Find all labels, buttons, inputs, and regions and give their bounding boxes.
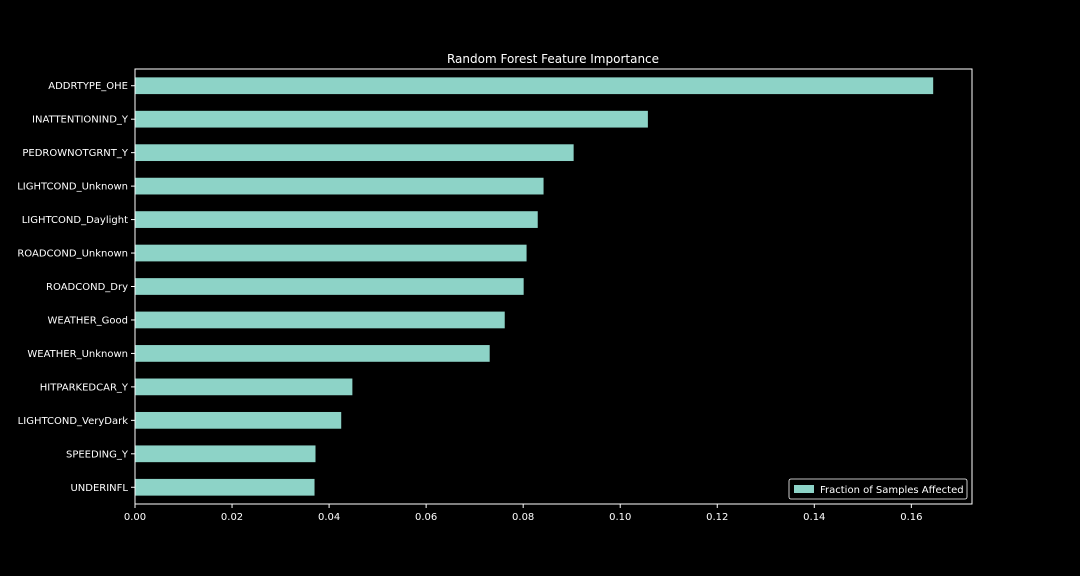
bar-roadcond-unknown — [135, 244, 527, 262]
x-tick-label: 0.06 — [415, 512, 437, 523]
y-tick-label: PEDROWNOTGRNT_Y — [22, 148, 129, 159]
x-tick-label: 0.14 — [803, 512, 825, 523]
x-tick-label: 0.00 — [124, 512, 146, 523]
bar-lightcond-unknown — [135, 177, 544, 195]
bar-weather-good — [135, 311, 505, 329]
legend-label: Fraction of Samples Affected — [820, 485, 964, 496]
bar-addrtype-ohe — [135, 77, 934, 95]
y-tick-label: HITPARKEDCAR_Y — [40, 382, 129, 393]
x-tick-labels: 0.00 0.02 0.04 0.06 0.08 0.10 0.12 0.14 0.16 — [124, 504, 922, 523]
bar-underinfl — [135, 478, 315, 496]
y-tick-label: LIGHTCOND_Daylight — [22, 215, 128, 226]
legend: Fraction of Samples Affected — [788, 478, 968, 500]
y-tick-label: WEATHER_Unknown — [27, 349, 128, 360]
y-tick-label: LIGHTCOND_Unknown — [17, 182, 128, 193]
x-tick-label: 0.10 — [609, 512, 631, 523]
x-tick-label: 0.08 — [512, 512, 534, 523]
bars-layer — [135, 77, 934, 496]
x-tick-label: 0.16 — [900, 512, 922, 523]
legend-swatch — [794, 485, 814, 493]
axes-frame — [134, 68, 973, 505]
y-tick-label: ADDRTYPE_OHE — [48, 81, 128, 92]
y-tick-label: INATTENTIONIND_Y — [32, 115, 129, 126]
bar-lightcond-daylight — [135, 211, 538, 228]
bar-weather-unknown — [135, 345, 490, 362]
bar-lightcond-verydark — [135, 411, 342, 429]
y-tick-label: LIGHTCOND_VeryDark — [18, 416, 129, 427]
x-tick-label: 0.04 — [318, 512, 340, 523]
x-tick-label: 0.02 — [221, 512, 243, 523]
bar-speeding-y — [135, 445, 316, 463]
x-tick-label: 0.12 — [706, 512, 728, 523]
y-tick-label: ROADCOND_Unknown — [17, 249, 128, 260]
bar-inattentionind-y — [135, 110, 648, 128]
y-tick-label: UNDERINFL — [70, 483, 128, 494]
bar-roadcond-dry — [135, 278, 524, 295]
y-tick-labels: ADDRTYPE_OHE INATTENTIONIND_Y PEDROWNOTGRN… — [17, 81, 135, 494]
bar-hitparkedcar-y — [135, 378, 353, 396]
chart-title: Random Forest Feature Importance — [447, 52, 659, 66]
bar-pedrownotgrnt-y — [135, 144, 574, 162]
y-tick-label: SPEEDING_Y — [66, 449, 129, 460]
legend-box — [788, 478, 968, 500]
y-tick-label: WEATHER_Good — [48, 315, 129, 326]
y-tick-label: ROADCOND_Dry — [46, 282, 128, 293]
